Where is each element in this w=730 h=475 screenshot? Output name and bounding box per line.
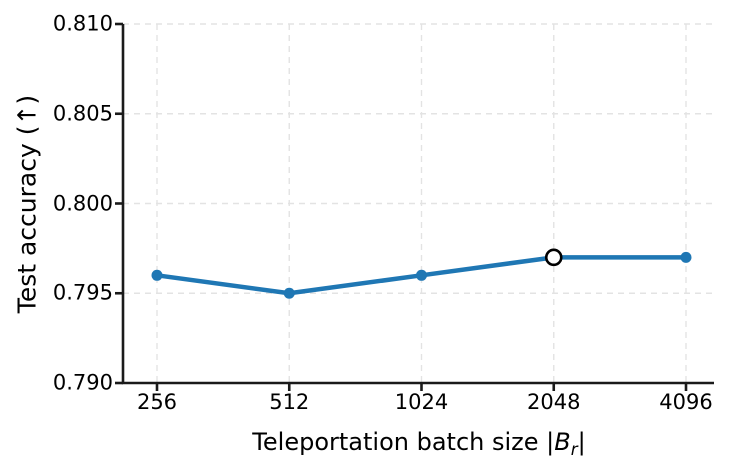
x-tick-label: 512 [269,390,310,414]
y-axis-label: Test accuracy (↑) [13,95,42,313]
x-axis-label: Teleportation batch size |Br| [252,428,585,459]
x-tick-label: 2048 [527,390,581,414]
x-axis-label-variable: B [554,428,571,456]
y-tick-label: 0.805 [52,101,113,126]
y-tick-label: 0.790 [52,370,113,395]
x-tick-label: 1024 [394,390,449,414]
x-axis-label-closing-bar: | [577,428,586,456]
x-axis-label-text: Teleportation batch size | [252,428,555,456]
y-tick-label: 0.810 [52,11,113,36]
data-point-marker [283,287,295,299]
highlight-marker [544,248,563,267]
data-point-marker [416,269,427,281]
x-axis-label-subscript: r [570,439,578,460]
x-tick-label: 4096 [659,390,713,414]
data-point-marker [680,251,692,263]
y-axis-label-text: Test accuracy (↑) [12,94,42,314]
x-tick-label: 256 [136,390,178,414]
y-tick-label: 0.795 [52,280,113,305]
data-point-marker [151,269,163,281]
y-tick-label: 0.800 [52,191,113,215]
